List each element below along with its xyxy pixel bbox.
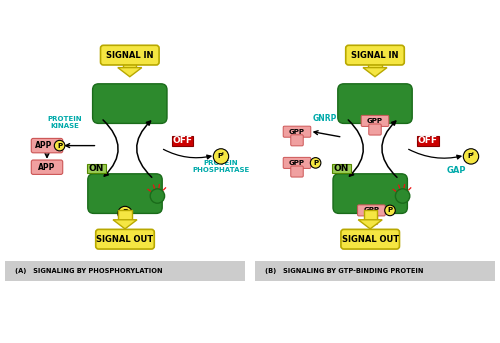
Circle shape <box>118 206 132 221</box>
Text: PROTEIN
PHOSPHATASE: PROTEIN PHOSPHATASE <box>192 159 250 173</box>
Text: SIGNAL OUT: SIGNAL OUT <box>342 235 399 244</box>
Polygon shape <box>113 220 137 229</box>
FancyBboxPatch shape <box>291 135 303 146</box>
Text: SIGNAL IN: SIGNAL IN <box>351 51 399 60</box>
Bar <box>332 164 351 173</box>
Text: Pᴵ: Pᴵ <box>468 153 474 159</box>
Circle shape <box>310 158 321 168</box>
FancyArrowPatch shape <box>408 149 461 159</box>
Circle shape <box>214 149 228 164</box>
Text: GPP: GPP <box>289 160 305 166</box>
FancyBboxPatch shape <box>92 84 167 123</box>
Polygon shape <box>363 68 387 77</box>
Text: OFF: OFF <box>172 136 193 145</box>
FancyBboxPatch shape <box>333 174 407 213</box>
Text: GPP: GPP <box>364 208 380 213</box>
Text: GPP: GPP <box>289 129 305 135</box>
FancyArrowPatch shape <box>348 120 364 176</box>
FancyBboxPatch shape <box>369 124 381 135</box>
Circle shape <box>384 205 396 216</box>
Text: P: P <box>57 143 62 149</box>
Polygon shape <box>368 58 382 68</box>
FancyBboxPatch shape <box>358 205 385 216</box>
Text: P: P <box>313 160 318 166</box>
Text: P: P <box>388 208 392 213</box>
Text: PROTEIN
KINASE: PROTEIN KINASE <box>48 116 82 129</box>
FancyArrowPatch shape <box>136 121 152 177</box>
FancyBboxPatch shape <box>338 84 412 123</box>
Text: (B)   SIGNALING BY GTP-BINDING PROTEIN: (B) SIGNALING BY GTP-BINDING PROTEIN <box>264 268 423 274</box>
FancyBboxPatch shape <box>346 45 405 65</box>
FancyBboxPatch shape <box>32 139 62 153</box>
FancyBboxPatch shape <box>291 166 303 177</box>
Text: (A)   SIGNALING BY PHOSPHORYLATION: (A) SIGNALING BY PHOSPHORYLATION <box>14 268 162 274</box>
FancyBboxPatch shape <box>96 229 154 249</box>
Text: APP: APP <box>36 141 53 150</box>
Bar <box>255 261 495 281</box>
FancyBboxPatch shape <box>283 126 311 137</box>
FancyBboxPatch shape <box>361 115 389 127</box>
Circle shape <box>396 189 410 203</box>
Text: Pᴵ: Pᴵ <box>218 153 224 159</box>
Text: GPP: GPP <box>367 118 383 124</box>
Text: SIGNAL IN: SIGNAL IN <box>106 51 154 60</box>
Text: ON: ON <box>334 164 349 173</box>
Bar <box>5 261 245 281</box>
FancyBboxPatch shape <box>100 45 159 65</box>
FancyBboxPatch shape <box>32 160 62 174</box>
Polygon shape <box>358 220 382 229</box>
Polygon shape <box>118 68 142 77</box>
FancyBboxPatch shape <box>88 174 162 213</box>
Circle shape <box>464 149 478 164</box>
Text: GNRP: GNRP <box>312 114 337 122</box>
FancyBboxPatch shape <box>341 229 400 249</box>
FancyArrowPatch shape <box>382 121 397 177</box>
Polygon shape <box>118 210 132 220</box>
FancyBboxPatch shape <box>283 157 311 168</box>
Text: ON: ON <box>88 164 104 173</box>
Bar <box>86 164 106 173</box>
Bar <box>172 136 194 146</box>
Text: P: P <box>122 209 128 218</box>
Text: GAP: GAP <box>447 166 466 175</box>
Polygon shape <box>123 58 136 68</box>
Text: OFF: OFF <box>418 136 438 145</box>
FancyBboxPatch shape <box>365 214 378 225</box>
FancyArrowPatch shape <box>164 149 211 159</box>
Text: SIGNAL OUT: SIGNAL OUT <box>96 235 154 244</box>
Text: APP: APP <box>38 163 56 172</box>
Circle shape <box>54 140 65 151</box>
Polygon shape <box>364 210 377 220</box>
Bar <box>417 136 438 146</box>
Circle shape <box>150 189 164 203</box>
FancyArrowPatch shape <box>103 120 118 176</box>
